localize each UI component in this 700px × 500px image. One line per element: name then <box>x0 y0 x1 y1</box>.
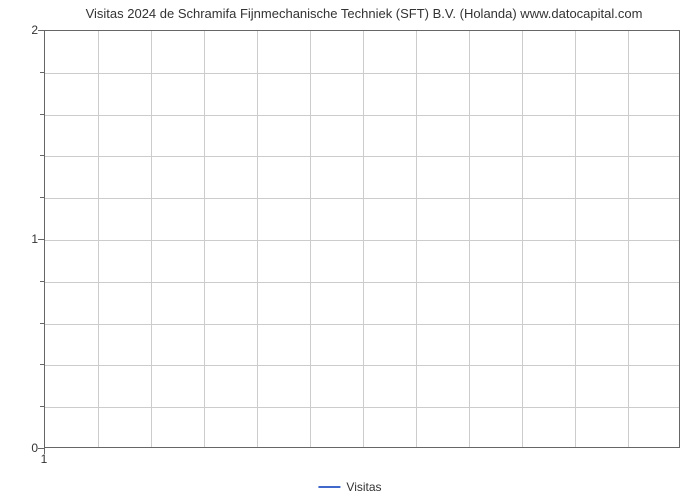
grid-line-v <box>151 31 152 447</box>
grid-line-v <box>469 31 470 447</box>
grid-line-h <box>45 115 679 116</box>
y-major-tick <box>38 30 44 31</box>
grid-line-h <box>45 282 679 283</box>
legend-line <box>318 486 340 488</box>
y-minor-tick <box>40 197 44 198</box>
x-tick-label-0: 1 <box>41 452 48 466</box>
chart-title: Visitas 2024 de Schramifa Fijnmechanisch… <box>44 6 684 21</box>
grid-line-h <box>45 198 679 199</box>
y-minor-tick <box>40 114 44 115</box>
y-minor-tick <box>40 323 44 324</box>
chart-container: Visitas 2024 de Schramifa Fijnmechanisch… <box>0 6 700 500</box>
y-minor-tick <box>40 281 44 282</box>
y-major-tick <box>38 239 44 240</box>
y-tick-label-1: 1 <box>31 232 38 246</box>
legend-label: Visitas <box>346 480 381 494</box>
grid-line-v <box>363 31 364 447</box>
y-tick-label-2: 2 <box>31 23 38 37</box>
grid-line-h <box>45 240 679 241</box>
grid-line-h <box>45 365 679 366</box>
plot-area <box>44 30 680 448</box>
grid-line-v <box>522 31 523 447</box>
grid-line-h <box>45 324 679 325</box>
y-minor-tick <box>40 155 44 156</box>
grid-line-h <box>45 73 679 74</box>
y-minor-tick <box>40 364 44 365</box>
grid-line-v <box>204 31 205 447</box>
grid-line-v <box>628 31 629 447</box>
grid-line-h <box>45 156 679 157</box>
grid-line-h <box>45 407 679 408</box>
y-minor-tick <box>40 72 44 73</box>
y-minor-tick <box>40 406 44 407</box>
grid-line-v <box>257 31 258 447</box>
grid-line-v <box>98 31 99 447</box>
grid-line-v <box>416 31 417 447</box>
y-tick-label-0: 0 <box>31 441 38 455</box>
legend: Visitas <box>318 480 381 494</box>
grid-line-v <box>575 31 576 447</box>
grid-line-v <box>310 31 311 447</box>
